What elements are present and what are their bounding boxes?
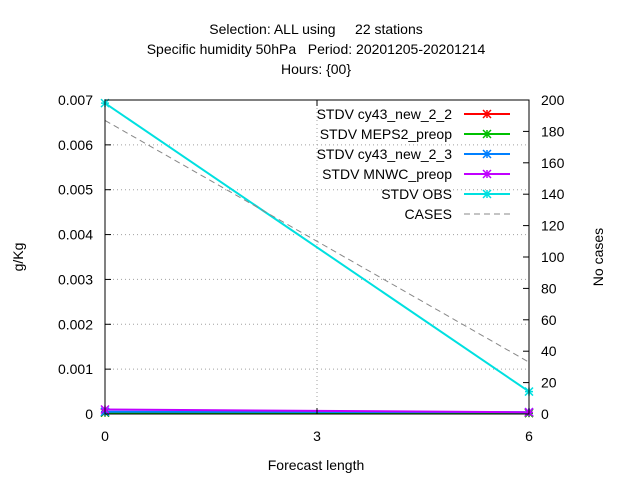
legend-marker <box>483 170 491 178</box>
legend-label: CASES <box>405 206 452 222</box>
y-tick-label: 0 <box>85 406 93 422</box>
y2-tick-label: 0 <box>541 406 549 422</box>
y2-tick-label: 180 <box>541 123 565 139</box>
x-axis-label: Forecast length <box>268 457 365 473</box>
y-tick-label: 0.004 <box>58 227 93 243</box>
y2-tick-label: 80 <box>541 280 557 296</box>
legend-marker <box>483 190 491 198</box>
y-axis-label: g/Kg <box>10 243 26 272</box>
y2-tick-label: 20 <box>541 375 557 391</box>
legend-marker <box>483 150 491 158</box>
legend-label: STDV OBS <box>381 186 452 202</box>
legend-label: STDV MNWC_preop <box>322 166 452 182</box>
y-tick-label: 0.001 <box>58 361 93 377</box>
y2-tick-label: 100 <box>541 249 565 265</box>
y2-axis-label: No cases <box>590 228 606 286</box>
chart-title-line: Hours: {00} <box>281 61 351 77</box>
legend-label: STDV MEPS2_preop <box>320 126 452 142</box>
x-tick-label: 0 <box>101 428 109 444</box>
legend-label: STDV cy43_new_2_3 <box>317 146 453 162</box>
y2-tick-label: 40 <box>541 343 557 359</box>
x-tick-label: 3 <box>313 428 321 444</box>
legend-label: STDV cy43_new_2_2 <box>317 106 453 122</box>
y-tick-label: 0.003 <box>58 271 93 287</box>
legend-marker <box>483 110 491 118</box>
y-tick-label: 0.007 <box>58 92 93 108</box>
y2-tick-label: 140 <box>541 186 565 202</box>
y2-tick-label: 160 <box>541 155 565 171</box>
chart-title-line: Specific humidity 50hPa Period: 20201205… <box>147 41 486 57</box>
x-tick-label: 6 <box>525 428 533 444</box>
y-tick-label: 0.006 <box>58 137 93 153</box>
y-tick-label: 0.002 <box>58 316 93 332</box>
legend-marker <box>483 130 491 138</box>
chart-title-line: Selection: ALL using 22 stations <box>209 21 423 37</box>
y2-tick-label: 200 <box>541 92 565 108</box>
y2-tick-label: 60 <box>541 312 557 328</box>
y2-tick-label: 120 <box>541 218 565 234</box>
y-tick-label: 0.005 <box>58 182 93 198</box>
